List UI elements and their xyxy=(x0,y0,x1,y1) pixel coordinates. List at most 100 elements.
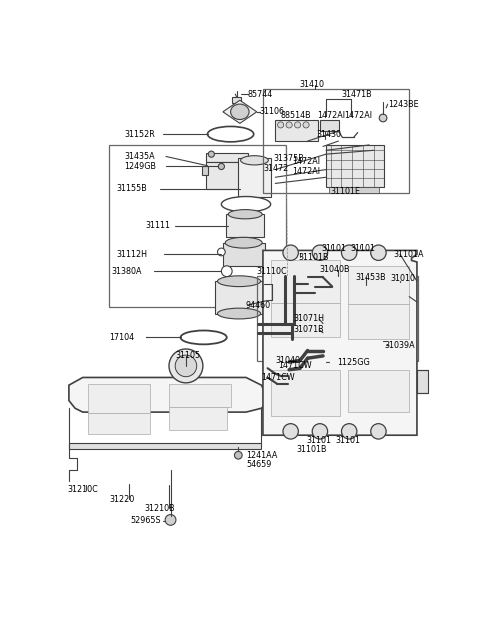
Circle shape xyxy=(349,302,355,308)
Bar xyxy=(271,370,340,416)
Circle shape xyxy=(327,358,335,366)
Bar xyxy=(271,260,340,303)
Text: 31101E: 31101E xyxy=(331,186,360,195)
Bar xyxy=(263,89,409,193)
Bar xyxy=(326,145,384,187)
Polygon shape xyxy=(223,100,257,123)
Bar xyxy=(417,370,429,393)
Circle shape xyxy=(372,294,378,300)
Text: 31471B: 31471B xyxy=(341,89,372,98)
Text: 31101: 31101 xyxy=(306,436,331,445)
Ellipse shape xyxy=(207,127,254,142)
Bar xyxy=(348,266,409,304)
Text: 31155B: 31155B xyxy=(117,185,147,194)
Text: 31101B: 31101B xyxy=(299,253,329,262)
Text: 31101: 31101 xyxy=(322,244,347,253)
Text: 31105: 31105 xyxy=(175,352,200,360)
Bar xyxy=(169,407,227,430)
Circle shape xyxy=(365,287,371,293)
Bar xyxy=(223,242,265,266)
Ellipse shape xyxy=(225,237,262,248)
Bar xyxy=(88,413,150,435)
Circle shape xyxy=(208,151,215,158)
Polygon shape xyxy=(69,377,269,412)
Circle shape xyxy=(312,245,328,260)
Circle shape xyxy=(391,282,409,300)
Text: 31110C: 31110C xyxy=(257,267,288,276)
Ellipse shape xyxy=(217,276,261,287)
Circle shape xyxy=(286,122,292,128)
Circle shape xyxy=(312,424,328,439)
Circle shape xyxy=(165,514,176,525)
Circle shape xyxy=(341,424,357,439)
Text: 31380A: 31380A xyxy=(111,267,142,276)
Text: 31410: 31410 xyxy=(300,80,325,89)
Text: 17104: 17104 xyxy=(109,333,134,342)
Text: 1471CW: 1471CW xyxy=(278,361,312,370)
Text: 31101A: 31101A xyxy=(394,249,424,258)
Text: 94460: 94460 xyxy=(246,300,271,309)
Text: 1243BE: 1243BE xyxy=(388,100,418,109)
Circle shape xyxy=(277,122,284,128)
Circle shape xyxy=(175,355,197,377)
Ellipse shape xyxy=(228,210,262,219)
Text: 31453B: 31453B xyxy=(355,273,386,282)
Circle shape xyxy=(372,302,378,308)
Bar xyxy=(348,285,384,314)
Text: 31472: 31472 xyxy=(263,163,288,172)
Ellipse shape xyxy=(221,197,271,212)
Circle shape xyxy=(349,287,355,293)
Text: 1241AA: 1241AA xyxy=(246,451,277,460)
Bar xyxy=(275,120,318,141)
Circle shape xyxy=(217,248,225,256)
Text: 31430: 31430 xyxy=(317,131,342,140)
Circle shape xyxy=(221,266,232,276)
Bar xyxy=(206,162,248,189)
Circle shape xyxy=(303,122,309,128)
Text: 31101B: 31101B xyxy=(297,444,327,453)
Text: 31111: 31111 xyxy=(146,221,171,230)
Bar xyxy=(386,341,415,350)
Text: 54659: 54659 xyxy=(246,460,271,469)
Circle shape xyxy=(379,114,387,122)
Bar xyxy=(169,384,230,407)
Text: 31375B: 31375B xyxy=(273,154,304,163)
Circle shape xyxy=(169,349,203,383)
Circle shape xyxy=(365,294,371,300)
Bar xyxy=(320,120,339,131)
Text: 31112H: 31112H xyxy=(117,249,148,258)
Text: 1472AI: 1472AI xyxy=(292,167,320,176)
Circle shape xyxy=(234,451,242,459)
Bar xyxy=(109,145,286,307)
Bar xyxy=(238,158,271,197)
Text: 1472AI: 1472AI xyxy=(317,111,345,120)
Text: 31071H: 31071H xyxy=(294,314,325,323)
Bar xyxy=(348,304,409,339)
Text: 1472AI: 1472AI xyxy=(345,111,372,120)
Ellipse shape xyxy=(240,156,268,165)
Text: 31071B: 31071B xyxy=(294,325,324,334)
Circle shape xyxy=(395,286,406,296)
Text: 85744: 85744 xyxy=(248,89,273,98)
Bar xyxy=(215,281,263,314)
Text: 1125GG: 1125GG xyxy=(337,358,370,367)
Circle shape xyxy=(295,122,300,128)
Circle shape xyxy=(371,245,386,260)
Text: 31435A: 31435A xyxy=(124,152,155,161)
Text: 1471CW: 1471CW xyxy=(262,373,295,382)
Circle shape xyxy=(357,294,363,300)
Polygon shape xyxy=(263,250,417,435)
Ellipse shape xyxy=(230,104,249,120)
Circle shape xyxy=(357,302,363,308)
Text: 31010: 31010 xyxy=(391,275,416,284)
Bar xyxy=(88,384,150,413)
Text: 31210B: 31210B xyxy=(144,504,175,513)
Ellipse shape xyxy=(217,308,261,319)
Text: 31210C: 31210C xyxy=(67,485,98,494)
Circle shape xyxy=(371,424,386,439)
Circle shape xyxy=(283,424,299,439)
Bar xyxy=(202,166,207,175)
Text: 31040: 31040 xyxy=(275,356,300,365)
Circle shape xyxy=(349,294,355,300)
Text: 1472AI: 1472AI xyxy=(292,158,320,167)
